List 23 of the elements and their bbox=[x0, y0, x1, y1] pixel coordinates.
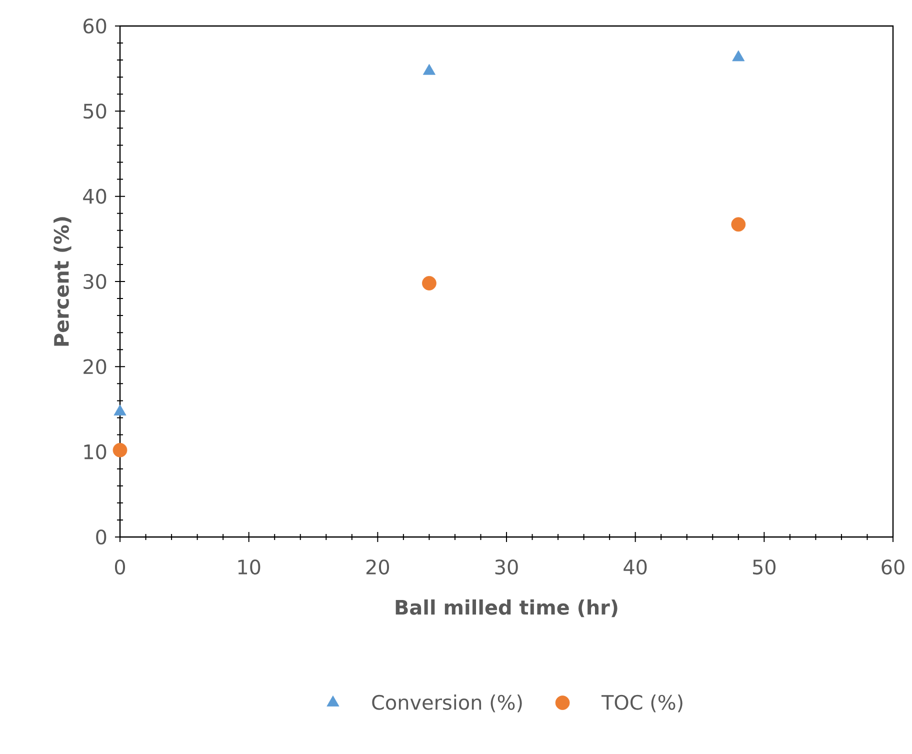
x-tick-label: 0 bbox=[114, 560, 126, 575]
y-tick-label: 50 bbox=[84, 104, 106, 119]
y-tick-label: 0 bbox=[96, 529, 106, 545]
point bbox=[112, 442, 128, 458]
x-tick-label: 30 bbox=[495, 560, 518, 575]
x-tick-label: 50 bbox=[753, 560, 776, 575]
x-tick-label: 10 bbox=[238, 560, 260, 575]
y-axis-title: Percent (%) bbox=[54, 217, 72, 346]
y-tick-label: 20 bbox=[84, 359, 106, 374]
x-tick-label: 20 bbox=[366, 560, 390, 575]
x-axis-title: Ball milled time (hr) bbox=[396, 599, 618, 618]
y-tick-label: 30 bbox=[84, 274, 106, 290]
x-tick-label: 40 bbox=[624, 560, 647, 575]
legend-label: TOC (%) bbox=[601, 694, 682, 712]
point bbox=[422, 276, 436, 290]
y-tick-label: 10 bbox=[84, 444, 106, 460]
x-tick-label: 60 bbox=[882, 560, 904, 575]
legend-label: Conversion (%) bbox=[372, 694, 522, 712]
point bbox=[422, 64, 436, 75]
point bbox=[732, 50, 745, 62]
y-tick-label: 40 bbox=[83, 188, 106, 204]
point bbox=[731, 217, 746, 232]
y-tick-label: 60 bbox=[84, 18, 106, 34]
